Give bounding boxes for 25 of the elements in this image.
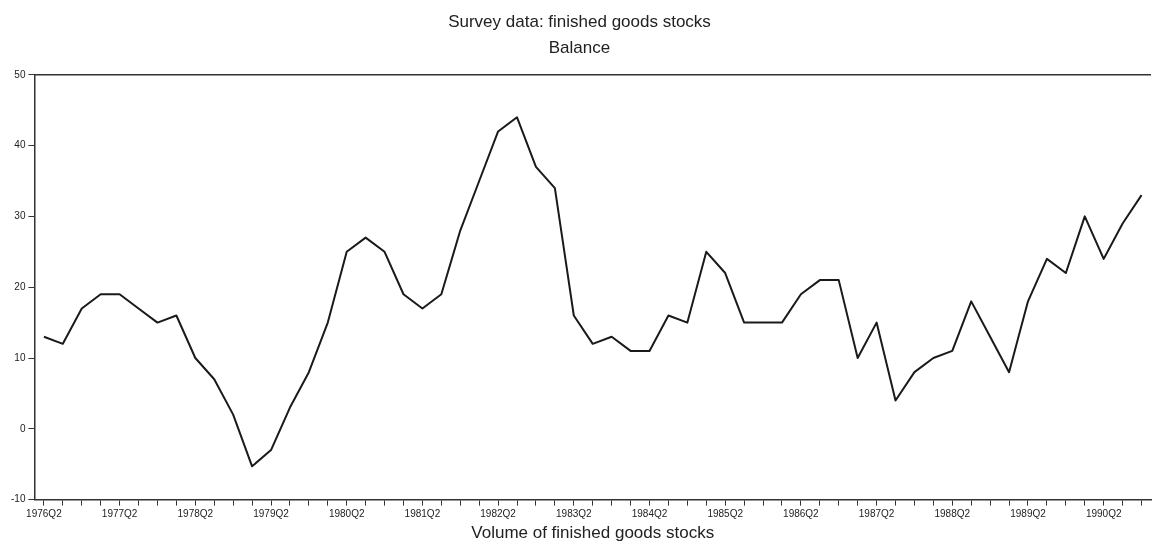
- y-tick-label: 30: [14, 210, 26, 222]
- x-tick-label: 1976Q2: [26, 508, 63, 520]
- x-tick-label: 1990Q2: [1085, 508, 1122, 520]
- x-tick-label: 1979Q2: [253, 508, 290, 520]
- x-tick-label: 1987Q2: [858, 508, 895, 520]
- x-tick-label: 1982Q2: [480, 508, 517, 520]
- x-tick-label: 1978Q2: [177, 508, 214, 520]
- chart-title: Survey data: finished goods stocks: [448, 11, 711, 31]
- x-tick-label: 1977Q2: [101, 508, 138, 520]
- x-tick-label: 1983Q2: [556, 508, 593, 520]
- y-tick-label: -10: [11, 493, 26, 505]
- y-tick-label: 0: [19, 422, 26, 434]
- x-tick-label: 1989Q2: [1010, 508, 1047, 520]
- x-tick-label: 1985Q2: [707, 508, 744, 520]
- x-tick-label: 1988Q2: [934, 508, 971, 520]
- x-axis-title: Volume of finished goods stocks: [471, 523, 715, 543]
- chart-subtitle: Balance: [548, 38, 611, 58]
- y-tick-label: 40: [14, 139, 26, 151]
- y-tick-label: 20: [14, 280, 26, 292]
- x-tick-label: 1986Q2: [783, 508, 820, 520]
- x-tick-label: 1980Q2: [328, 508, 365, 520]
- x-tick-label: 1981Q2: [404, 508, 441, 520]
- y-tick-label: 10: [14, 351, 26, 363]
- x-tick-label: 1984Q2: [631, 508, 668, 520]
- y-tick-label: 50: [14, 68, 26, 80]
